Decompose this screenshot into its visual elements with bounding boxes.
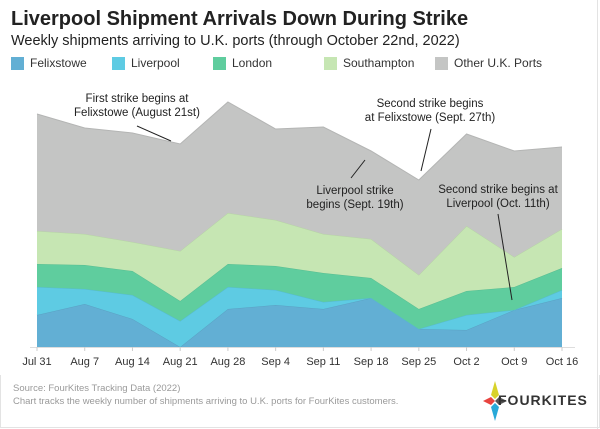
legend-swatch [11,56,24,70]
legend-label: Felixstowe [30,56,87,70]
annotation-line [136,125,172,142]
annotation-text: Felixstowe (August 21st) [74,107,200,119]
annotation-text: at Felixstowe (Sept. 27th) [365,112,496,124]
x-tick-label: Oct 16 [546,356,578,368]
legend-item: Felixstowe [11,56,112,70]
x-tick-label: Aug 21 [163,356,198,368]
legend-label: Liverpool [131,56,180,70]
border-line [597,0,598,429]
x-tick-label: Sep 25 [401,356,436,368]
footer: Source: FourKites Tracking Data (2022) C… [0,375,600,428]
area-other-u-k-ports [37,102,562,275]
x-tick-label: Sep 11 [306,356,340,368]
legend-label: Southampton [343,56,415,70]
area-london [37,264,562,329]
legend-item: Other U.K. Ports [435,56,555,70]
x-tick-label: Oct 2 [453,356,479,368]
legend-swatch [213,56,226,70]
annotation-line [420,128,432,172]
annotation-text: Second strike begins at [438,184,558,196]
annotation-line [350,159,366,179]
chart-title: Liverpool Shipment Arrivals Down During … [11,8,469,30]
annotation-text: First strike begins at [86,93,190,105]
source-text: Source: FourKites Tracking Data (2022) [13,383,181,394]
x-tick-label: Sep 4 [261,356,290,368]
legend-swatch [324,56,337,70]
area-southampton [37,213,562,309]
area-liverpool [37,287,562,347]
legend-label: Other U.K. Ports [454,56,543,70]
x-tick-label: Aug 28 [210,356,245,368]
note-text: Chart tracks the weekly number of shipme… [13,396,399,407]
x-tick-label: Jul 31 [22,356,51,368]
area-felixstowe [37,298,562,347]
area-edge [36,101,563,181]
annotation-line [497,213,513,301]
legend-item: Liverpool [112,56,213,70]
annotation-text: Liverpool strike [316,185,393,197]
annotation-text: Second strike begins [377,98,484,110]
x-tick-label: Oct 9 [501,356,527,368]
legend-swatch [435,56,448,70]
x-tick-label: Aug 7 [70,356,99,368]
legend: Felixstowe Liverpool London Southampton Othe… [11,56,555,70]
legend-label: London [232,56,273,70]
annotation-text: begins (Sept. 19th) [306,199,403,211]
x-tick-label: Aug 14 [115,356,150,368]
legend-swatch [112,56,125,70]
legend-item: Southampton [324,56,435,70]
legend-item: London [213,56,324,70]
logo-text: FOURKITES [498,392,588,408]
fourkites-logo-icon [483,381,507,421]
chart-subtitle: Weekly shipments arriving to U.K. ports … [11,33,460,49]
x-tick-label: Sep 18 [354,356,389,368]
annotation-text: Liverpool (Oct. 11th) [446,198,550,210]
